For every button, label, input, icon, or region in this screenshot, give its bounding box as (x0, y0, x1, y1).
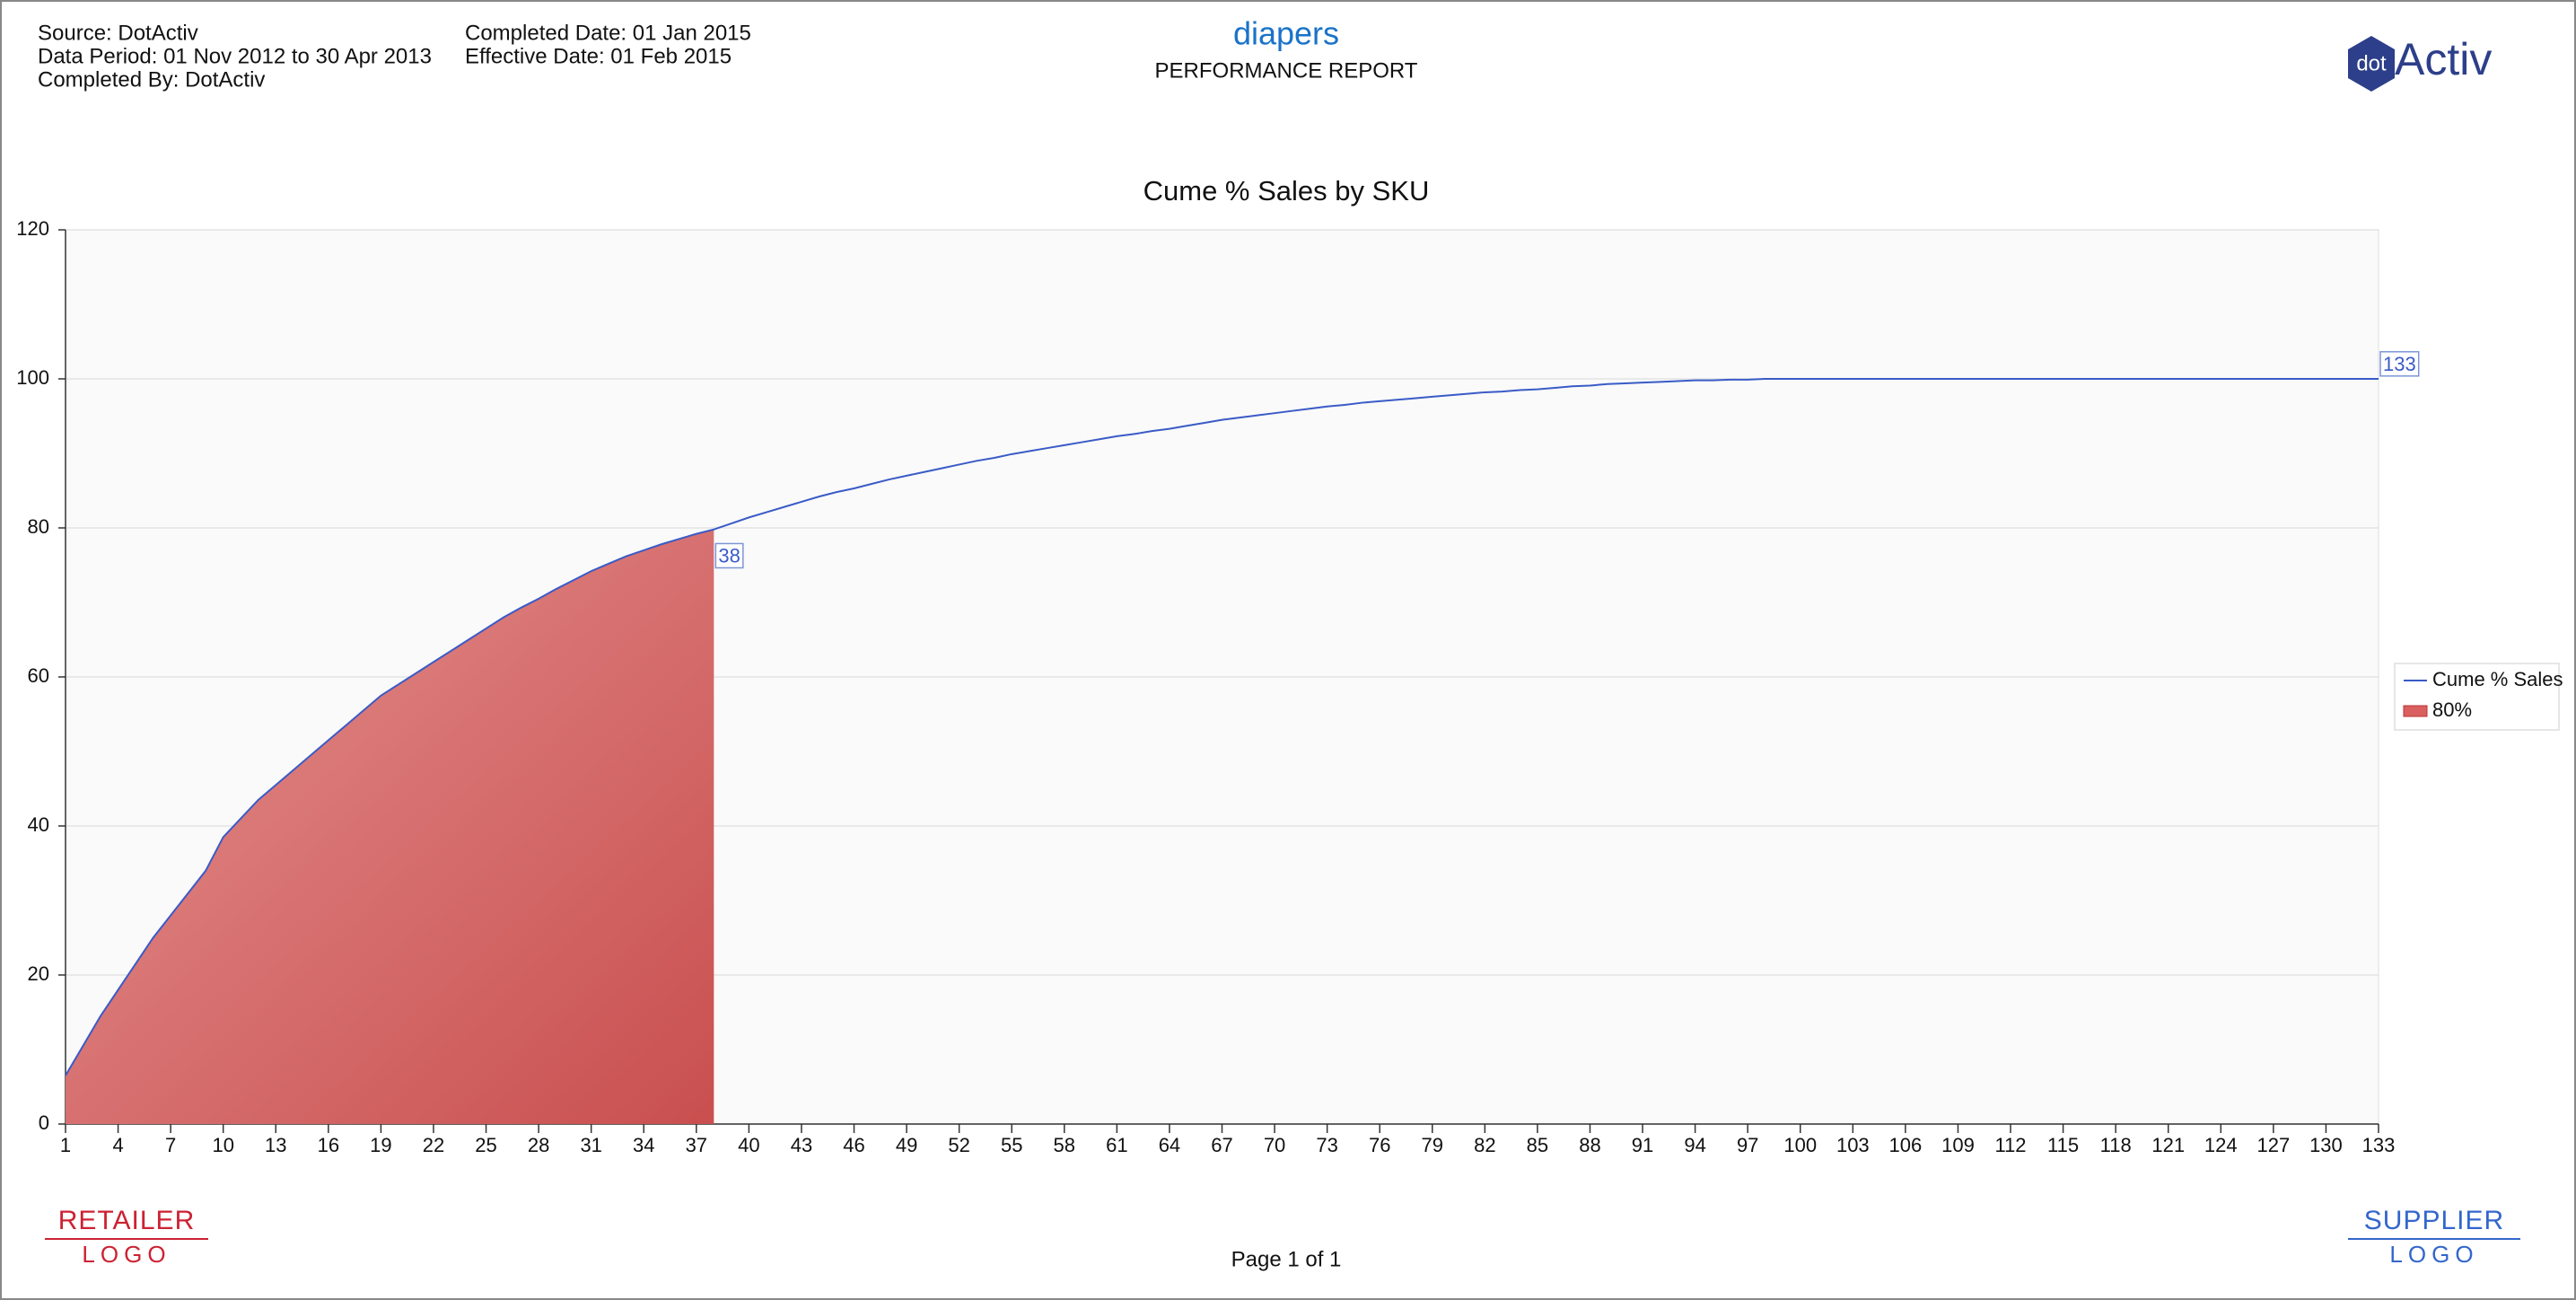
x-tick-label: 46 (843, 1134, 864, 1156)
x-tick-label: 4 (112, 1134, 123, 1156)
x-tick-label: 52 (948, 1134, 969, 1156)
x-tick-label: 88 (1579, 1134, 1600, 1156)
x-tick-label: 91 (1632, 1134, 1653, 1156)
supplier-logo: SUPPLIER (2364, 1206, 2504, 1235)
x-tick-label: 127 (2257, 1134, 2291, 1156)
x-tick-label: 31 (580, 1134, 601, 1156)
page-number: Page 1 of 1 (1231, 1247, 1342, 1271)
y-tick-label: 20 (28, 962, 49, 985)
data-period: Data Period: 01 Nov 2012 to 30 Apr 2013 (38, 44, 432, 68)
x-tick-label: 109 (1941, 1134, 1975, 1156)
x-tick-label: 100 (1783, 1134, 1817, 1156)
x-tick-label: 1 (60, 1134, 71, 1156)
y-tick-label: 0 (39, 1111, 49, 1134)
legend-box (2394, 663, 2560, 731)
x-tick-label: 106 (1889, 1134, 1923, 1156)
y-tick-label: 100 (16, 366, 49, 389)
x-tick-label: 16 (318, 1134, 339, 1156)
x-tick-label: 43 (791, 1134, 812, 1156)
x-tick-label: 112 (1994, 1134, 2026, 1156)
retailer-logo: RETAILER (58, 1206, 195, 1235)
logo-activ: Activ (2395, 34, 2492, 84)
x-tick-label: 64 (1159, 1134, 1180, 1156)
x-tick-label: 10 (212, 1134, 233, 1156)
x-tick-label: 58 (1054, 1134, 1075, 1156)
x-tick-label: 103 (1836, 1134, 1870, 1156)
x-tick-label: 85 (1527, 1134, 1548, 1156)
x-tick-label: 115 (2047, 1134, 2079, 1156)
legend-swatch (2403, 705, 2428, 717)
x-tick-label: 37 (686, 1134, 707, 1156)
x-tick-label: 22 (423, 1134, 444, 1156)
x-tick-label: 94 (1684, 1134, 1705, 1156)
x-tick-label: 55 (1001, 1134, 1022, 1156)
x-tick-label: 124 (2204, 1134, 2238, 1156)
x-tick-label: 76 (1369, 1134, 1390, 1156)
legend-label: 80% (2432, 698, 2472, 721)
x-tick-label: 121 (2151, 1134, 2185, 1156)
x-tick-label: 49 (896, 1134, 917, 1156)
report-name: PERFORMANCE REPORT (1155, 58, 1418, 83)
logo-hex (2348, 36, 2395, 92)
data-label: 38 (714, 542, 744, 569)
x-tick-label: 70 (1264, 1134, 1285, 1156)
retailer-logo-sub: LOGO (82, 1241, 171, 1268)
x-tick-label: 67 (1211, 1134, 1232, 1156)
x-tick-label: 133 (2362, 1134, 2396, 1156)
line (65, 378, 2379, 1076)
y-tick-label: 60 (28, 664, 49, 687)
effective-date: Effective Date: 01 Feb 2015 (465, 44, 732, 68)
completed-date: Completed Date: 01 Jan 2015 (465, 21, 751, 45)
data-label-text: 133 (2383, 353, 2416, 375)
x-tick-label: 82 (1474, 1134, 1495, 1156)
x-tick-label: 40 (738, 1134, 759, 1156)
x-tick-label: 34 (633, 1134, 654, 1156)
y-tick-label: 40 (28, 813, 49, 836)
chart-title: Cume % Sales by SKU (1143, 175, 1430, 206)
source: Source: DotActiv (38, 21, 198, 45)
legend-label: Cume % Sales (2432, 668, 2563, 690)
logo-dot: dot (2356, 51, 2387, 75)
x-tick-label: 28 (528, 1134, 549, 1156)
x-tick-label: 73 (1316, 1134, 1337, 1156)
x-tick-label: 79 (1422, 1134, 1443, 1156)
data-label-box (2379, 351, 2420, 377)
supplier-logo-sub: LOGO (2389, 1241, 2478, 1268)
x-tick-label: 7 (165, 1134, 176, 1156)
category-name: diapers (1233, 15, 1339, 52)
x-tick-label: 97 (1737, 1134, 1758, 1156)
x-tick-label: 130 (2309, 1134, 2343, 1156)
data-label-text: 38 (718, 544, 740, 567)
data-label: 133 (2379, 351, 2420, 377)
y-tick-label: 120 (16, 217, 49, 240)
x-tick-label: 118 (2100, 1134, 2132, 1156)
x-tick-label: 13 (265, 1134, 286, 1156)
x-tick-label: 19 (370, 1134, 391, 1156)
completed-by: Completed By: DotActiv (38, 67, 265, 92)
x-tick-label: 25 (475, 1134, 496, 1156)
x-tick-label: 61 (1106, 1134, 1127, 1156)
y-tick-label: 80 (28, 515, 49, 538)
area (66, 529, 714, 1124)
data-label-box (714, 542, 744, 569)
